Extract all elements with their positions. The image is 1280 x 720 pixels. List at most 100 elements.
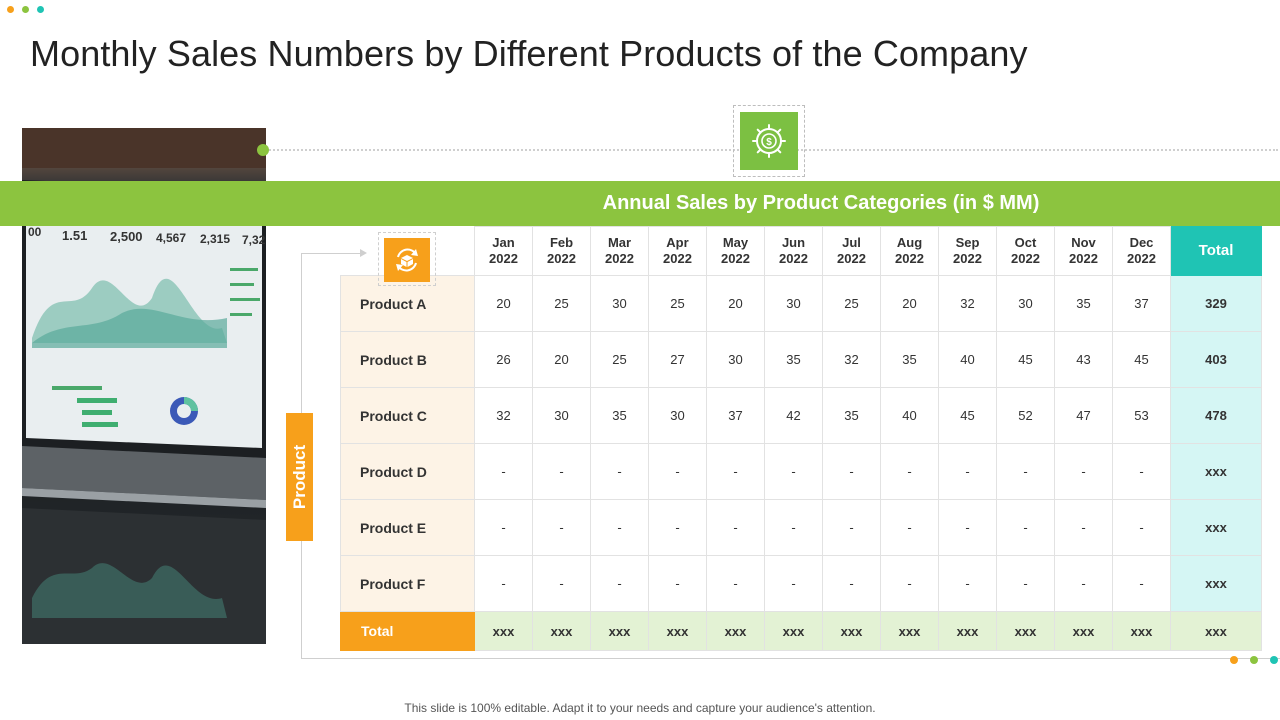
- row-total-cell: xxx: [1170, 443, 1262, 500]
- total-value-cell: xxx: [822, 611, 881, 651]
- month-year: 2022: [721, 251, 750, 266]
- value-cell: 20: [474, 275, 533, 332]
- sales-table: Jan 2022 Feb 2022 Mar 2022 Apr 2022 May 2022 Jun 20…: [340, 226, 1262, 651]
- footer-note: This slide is 100% editable. Adapt it to…: [404, 701, 876, 715]
- total-value-cell: xxx: [532, 611, 591, 651]
- product-axis-label-text: Product: [289, 444, 309, 510]
- value-cell: 30: [764, 275, 823, 332]
- total-row-label: Total: [340, 611, 475, 651]
- month-year: 2022: [837, 251, 866, 266]
- product-name-cell: Product E: [340, 499, 475, 556]
- total-value-cell: xxx: [590, 611, 649, 651]
- row-total-cell: 403: [1170, 331, 1262, 388]
- month-year: 2022: [605, 251, 634, 266]
- box-cycle-icon: [384, 238, 430, 282]
- value-cell: 20: [532, 331, 591, 388]
- total-value-cell: xxx: [880, 611, 939, 651]
- month-header: Jan 2022: [474, 226, 533, 276]
- value-cell: -: [938, 555, 997, 612]
- value-cell: -: [1054, 555, 1113, 612]
- value-cell: 25: [822, 275, 881, 332]
- value-cell: 35: [880, 331, 939, 388]
- total-value-cell: xxx: [996, 611, 1055, 651]
- table-row: Product D - - - - - - - - - - - - xxx: [340, 443, 1262, 500]
- value-cell: -: [532, 443, 591, 500]
- value-cell: -: [1054, 443, 1113, 500]
- value-cell: 45: [996, 331, 1055, 388]
- month-header: Jul 2022: [822, 226, 881, 276]
- value-cell: -: [822, 443, 881, 500]
- value-cell: 47: [1054, 387, 1113, 444]
- banner-title: Annual Sales by Product Categories (in $…: [602, 192, 1040, 214]
- month-name: Jan: [492, 235, 515, 250]
- table-row: Product E - - - - - - - - - - - - xxx: [340, 499, 1262, 556]
- total-row: Total xxx xxx xxx xxx xxx xxx xxx xxx xxx xxx xxx xx…: [340, 611, 1262, 651]
- month-header: May 2022: [706, 226, 765, 276]
- value-cell: -: [822, 555, 881, 612]
- product-name-cell: Product B: [340, 331, 475, 388]
- month-header: Jun 2022: [764, 226, 823, 276]
- icon-frame-small: [378, 232, 436, 286]
- value-cell: 25: [532, 275, 591, 332]
- decor-dot-orange: [7, 6, 14, 13]
- value-cell: 40: [880, 387, 939, 444]
- value-cell: -: [648, 555, 707, 612]
- row-total-cell: 478: [1170, 387, 1262, 444]
- month-header: Feb 2022: [532, 226, 591, 276]
- value-cell: -: [474, 555, 533, 612]
- month-header: Dec 2022: [1112, 226, 1171, 276]
- value-cell: 30: [706, 331, 765, 388]
- value-cell: 32: [822, 331, 881, 388]
- svg-text:2,315: 2,315: [200, 232, 230, 246]
- connector-dot: [257, 144, 269, 156]
- value-cell: -: [764, 555, 823, 612]
- product-name-cell: Product A: [340, 275, 475, 332]
- value-cell: -: [1112, 499, 1171, 556]
- total-value-cell: xxx: [474, 611, 533, 651]
- total-value-cell: xxx: [1054, 611, 1113, 651]
- value-cell: 32: [474, 387, 533, 444]
- month-year: 2022: [489, 251, 518, 266]
- value-cell: -: [996, 443, 1055, 500]
- value-cell: -: [880, 555, 939, 612]
- month-year: 2022: [1069, 251, 1098, 266]
- table-row: Product C 32 30 35 30 37 42 35 40 45 52 47 53 478: [340, 387, 1262, 444]
- decor-dot-teal: [37, 6, 44, 13]
- value-cell: -: [880, 443, 939, 500]
- value-cell: -: [532, 555, 591, 612]
- value-cell: 45: [1112, 331, 1171, 388]
- grand-total-cell: xxx: [1170, 611, 1262, 651]
- month-year: 2022: [547, 251, 576, 266]
- decor-dot-teal-end: [1270, 656, 1278, 664]
- month-header: Aug 2022: [880, 226, 939, 276]
- decor-dot-green-end: [1250, 656, 1258, 664]
- month-year: 2022: [953, 251, 982, 266]
- value-cell: -: [764, 443, 823, 500]
- total-column-header: Total: [1170, 226, 1262, 276]
- slide-title: Monthly Sales Numbers by Different Produ…: [30, 33, 1028, 74]
- value-cell: 35: [590, 387, 649, 444]
- value-cell: -: [996, 499, 1055, 556]
- product-axis-label: Product: [286, 413, 313, 541]
- month-name: Nov: [1071, 235, 1096, 250]
- table-row: Product B 26 20 25 27 30 35 32 35 40 45 43 45 403: [340, 331, 1262, 388]
- svg-text:2,500: 2,500: [110, 229, 143, 244]
- value-cell: -: [880, 499, 939, 556]
- value-cell: -: [822, 499, 881, 556]
- value-cell: 53: [1112, 387, 1171, 444]
- value-cell: 43: [1054, 331, 1113, 388]
- total-value-cell: xxx: [1112, 611, 1171, 651]
- value-cell: 30: [648, 387, 707, 444]
- banner-background: [0, 181, 1280, 226]
- header-row: Jan 2022 Feb 2022 Mar 2022 Apr 2022 May 2022 Jun 20…: [341, 226, 1262, 276]
- value-cell: -: [706, 443, 765, 500]
- month-year: 2022: [1127, 251, 1156, 266]
- value-cell: 37: [706, 387, 765, 444]
- value-cell: -: [1112, 555, 1171, 612]
- month-name: Aug: [896, 235, 923, 250]
- product-name-cell: Product C: [340, 387, 475, 444]
- value-cell: -: [938, 443, 997, 500]
- value-cell: 40: [938, 331, 997, 388]
- value-cell: -: [532, 499, 591, 556]
- total-value-cell: xxx: [706, 611, 765, 651]
